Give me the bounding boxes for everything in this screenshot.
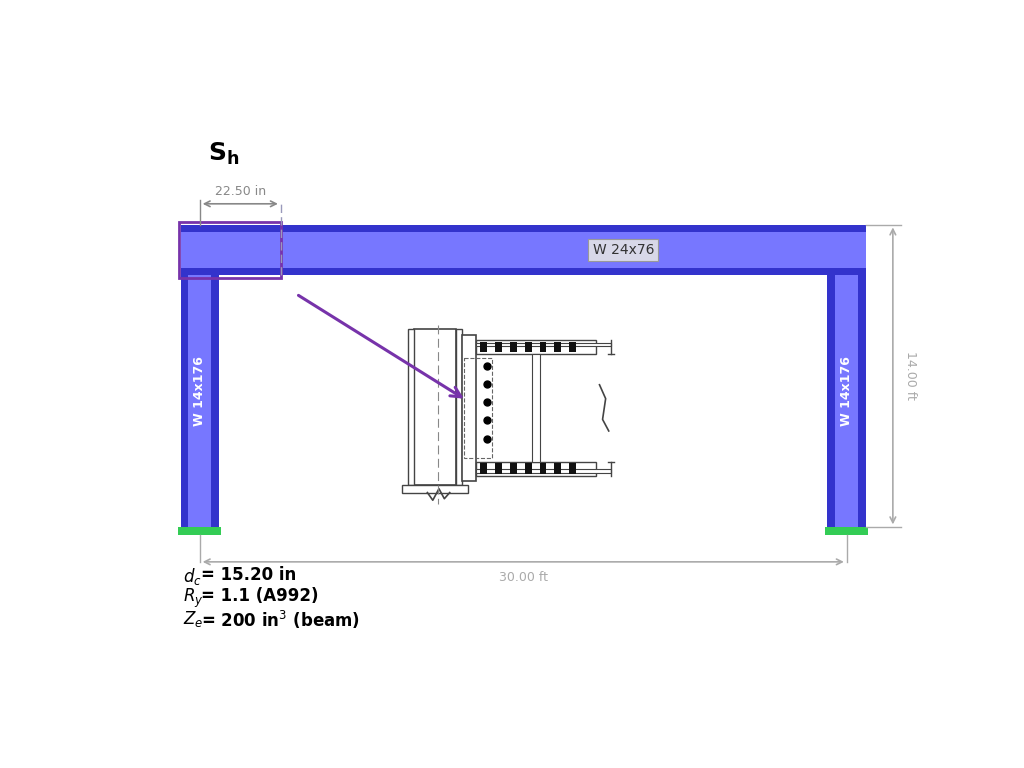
Text: = 15.20 in: = 15.20 in (202, 566, 297, 584)
Bar (480, 342, 487, 353)
Bar (414, 329, 457, 485)
Bar (178, 527, 221, 535)
Bar (495, 342, 502, 353)
Bar (476, 343, 611, 346)
Text: $R_y$: $R_y$ (183, 588, 204, 611)
Bar (180, 224, 866, 232)
Bar (179, 222, 281, 278)
Bar (476, 340, 596, 354)
Bar (180, 224, 188, 527)
Bar (211, 224, 219, 527)
Bar (457, 329, 463, 485)
Bar (510, 342, 517, 353)
Bar (510, 463, 517, 474)
Bar (495, 463, 502, 474)
Bar (858, 224, 866, 527)
Bar (476, 469, 611, 472)
Bar (827, 224, 866, 527)
Text: = 1.1 (A992): = 1.1 (A992) (202, 588, 318, 605)
Bar (180, 224, 866, 276)
Text: = 200 in$^3$ (beam): = 200 in$^3$ (beam) (202, 609, 360, 631)
Bar (825, 527, 868, 535)
Bar (464, 358, 492, 458)
Text: 14.00 ft: 14.00 ft (903, 352, 916, 400)
Bar (524, 463, 531, 474)
Bar (532, 354, 540, 462)
Text: $\mathbf{S_h}$: $\mathbf{S_h}$ (208, 141, 239, 167)
Bar (569, 342, 577, 353)
Text: 22.50 in: 22.50 in (215, 185, 266, 198)
Bar (554, 463, 561, 474)
Bar (540, 342, 547, 353)
Bar (480, 463, 487, 474)
Bar (402, 485, 468, 492)
Bar (827, 224, 836, 527)
Text: W 14x176: W 14x176 (840, 356, 853, 426)
Bar (476, 462, 596, 475)
Bar (524, 342, 531, 353)
Bar (408, 329, 414, 485)
Bar (180, 224, 219, 527)
Bar (540, 463, 547, 474)
Bar (569, 463, 577, 474)
Text: $d_c$: $d_c$ (183, 566, 202, 587)
Bar (554, 342, 561, 353)
Bar (463, 335, 476, 481)
Text: 30.00 ft: 30.00 ft (499, 571, 548, 584)
Bar (180, 268, 866, 276)
Text: W 14x176: W 14x176 (194, 356, 207, 426)
Text: $Z_e$: $Z_e$ (183, 609, 204, 629)
Text: W 24x76: W 24x76 (593, 243, 654, 257)
